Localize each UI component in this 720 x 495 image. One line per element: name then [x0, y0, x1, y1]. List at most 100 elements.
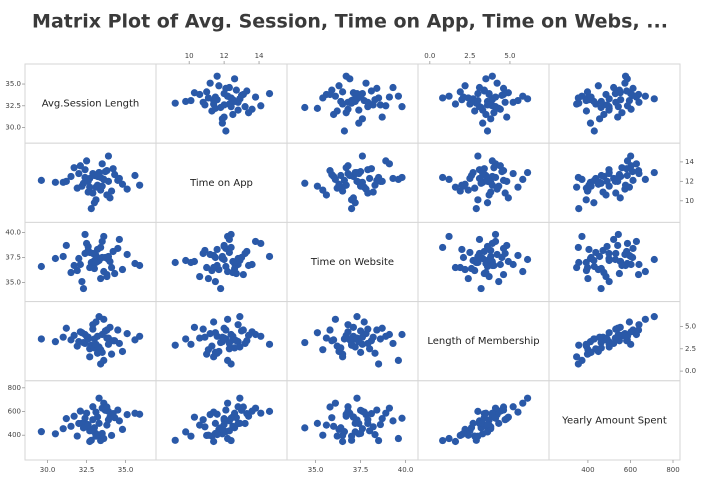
point	[98, 160, 106, 168]
point	[81, 414, 89, 422]
point	[451, 100, 460, 108]
point	[474, 407, 482, 415]
point	[378, 415, 386, 423]
point	[322, 334, 330, 342]
point	[610, 83, 618, 92]
point	[628, 253, 637, 262]
y-tick-label: 5.0	[685, 322, 696, 330]
point	[362, 79, 370, 87]
point	[618, 109, 626, 117]
point	[190, 413, 199, 421]
point	[107, 350, 116, 358]
point	[87, 204, 95, 213]
variable-label: Avg.Session Length	[42, 99, 140, 110]
point	[501, 189, 509, 197]
chart-title: Matrix Plot of Avg. Session, Time on App…	[32, 11, 668, 33]
point	[182, 335, 190, 343]
point	[641, 175, 649, 183]
point	[211, 419, 219, 427]
point	[73, 432, 81, 440]
point	[136, 261, 144, 270]
y-tick-label: 14	[685, 158, 694, 166]
point	[501, 249, 509, 258]
point	[227, 360, 235, 368]
point	[339, 88, 347, 96]
point	[488, 72, 496, 80]
point	[519, 92, 527, 100]
point	[605, 329, 613, 337]
point	[445, 92, 453, 100]
point	[103, 326, 111, 334]
point	[503, 113, 511, 121]
point	[344, 162, 352, 170]
point	[605, 256, 613, 265]
point	[227, 230, 235, 239]
point	[629, 244, 637, 253]
point	[123, 330, 131, 338]
point	[248, 328, 256, 336]
point	[371, 431, 379, 439]
scatter-panel	[171, 394, 274, 446]
point	[501, 98, 509, 106]
point	[587, 348, 595, 356]
point	[514, 183, 522, 191]
point	[204, 431, 213, 439]
point	[351, 419, 359, 427]
point	[612, 325, 620, 333]
point	[480, 87, 488, 95]
point	[239, 270, 247, 279]
point	[523, 255, 532, 264]
point	[243, 410, 251, 418]
point	[83, 157, 91, 165]
scatter-panel	[301, 152, 406, 213]
point	[92, 318, 100, 326]
point	[605, 277, 613, 286]
point	[92, 340, 100, 348]
variable-label: Length of Membership	[427, 336, 539, 347]
point	[76, 260, 84, 269]
point	[136, 410, 144, 418]
point	[95, 168, 103, 177]
point	[78, 277, 86, 286]
point	[204, 346, 213, 354]
point	[257, 102, 265, 110]
point	[474, 432, 482, 440]
point	[483, 420, 492, 429]
point	[115, 235, 123, 244]
point	[104, 255, 113, 264]
y-tick-label: 35.0	[5, 279, 21, 287]
point	[118, 180, 127, 188]
point	[490, 164, 498, 172]
point	[621, 332, 630, 340]
point	[100, 232, 108, 241]
point	[239, 90, 247, 99]
point	[491, 230, 500, 239]
point	[464, 186, 472, 194]
point	[218, 115, 226, 123]
point	[499, 270, 508, 279]
point	[330, 110, 338, 119]
scatter-panel	[171, 230, 274, 293]
point	[210, 437, 218, 446]
point	[483, 127, 492, 135]
point	[389, 339, 397, 348]
point	[650, 168, 658, 177]
point	[97, 360, 105, 368]
point	[342, 410, 350, 418]
point	[474, 90, 482, 98]
x-tick-label: 12	[220, 52, 229, 60]
x-tick-label: 2.5	[464, 52, 475, 60]
point	[75, 254, 83, 263]
point	[586, 119, 595, 127]
point	[257, 239, 265, 248]
point	[232, 414, 240, 422]
point	[81, 230, 89, 239]
x-tick-label: 37.5	[353, 466, 369, 474]
point	[199, 416, 207, 424]
point	[514, 251, 522, 260]
point	[90, 424, 98, 432]
point	[89, 189, 97, 197]
point	[236, 313, 244, 321]
point	[650, 313, 658, 321]
point	[227, 330, 235, 339]
